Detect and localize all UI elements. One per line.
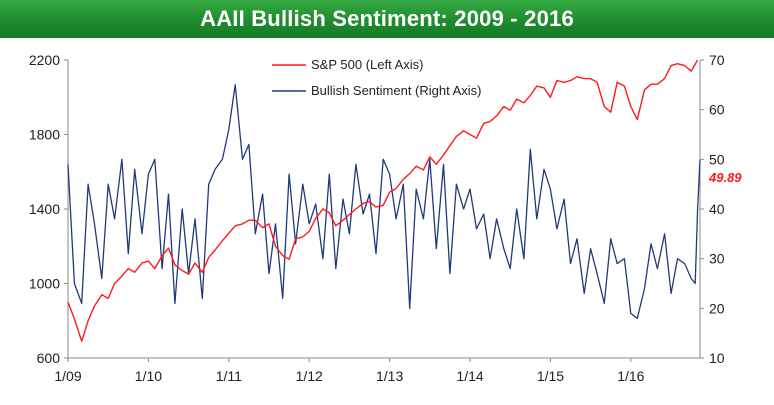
- legend-label-sentiment: Bullish Sentiment (Right Axis): [311, 83, 482, 98]
- right-axis: 10 20 30 40 50 60 70: [699, 52, 725, 366]
- right-axis-tick-label: 40: [709, 201, 725, 217]
- chart-title-banner: AAII Bullish Sentiment: 2009 - 2016: [0, 0, 774, 38]
- series-layer: [67, 59, 701, 342]
- right-axis-tick-label: 30: [709, 251, 725, 267]
- right-axis-tick-label: 60: [709, 102, 725, 118]
- left-axis-tick-label: 1800: [29, 127, 60, 143]
- left-axis-tick-label: 1000: [29, 276, 60, 292]
- x-axis-tick-label: 1/11: [216, 368, 242, 384]
- left-axis: 600 1000 1400 1800 2200: [29, 52, 69, 366]
- x-axis-tick-label: 1/16: [617, 368, 644, 384]
- x-axis-tick-label: 1/13: [376, 368, 403, 384]
- legend-label-sp500: S&P 500 (Left Axis): [311, 57, 424, 72]
- right-axis-tick-label: 10: [709, 350, 725, 366]
- x-axis-tick-label: 1/15: [537, 368, 564, 384]
- legend: S&P 500 (Left Axis) Bullish Sentiment (R…: [272, 57, 482, 98]
- x-axis: 1/09 1/10 1/11 1/12 1/13 1/14 1/15 1/16: [54, 357, 700, 384]
- last-value-callout: 49.89: [708, 170, 742, 185]
- left-axis-tick-label: 1400: [29, 201, 60, 217]
- x-axis-tick-label: 1/09: [54, 368, 81, 384]
- chart-title: AAII Bullish Sentiment: 2009 - 2016: [200, 6, 574, 31]
- right-axis-tick-label: 20: [709, 300, 725, 316]
- x-axis-tick-label: 1/10: [135, 368, 162, 384]
- right-axis-tick-label: 70: [709, 52, 725, 68]
- x-axis-tick-label: 1/14: [456, 368, 483, 384]
- series-line-bullish-sentiment: [67, 84, 701, 319]
- left-axis-tick-label: 2200: [29, 52, 60, 68]
- x-axis-tick-label: 1/12: [296, 368, 323, 384]
- series-line-sp500: [67, 59, 699, 342]
- left-axis-tick-label: 600: [37, 350, 61, 366]
- right-axis-tick-label: 50: [709, 151, 725, 167]
